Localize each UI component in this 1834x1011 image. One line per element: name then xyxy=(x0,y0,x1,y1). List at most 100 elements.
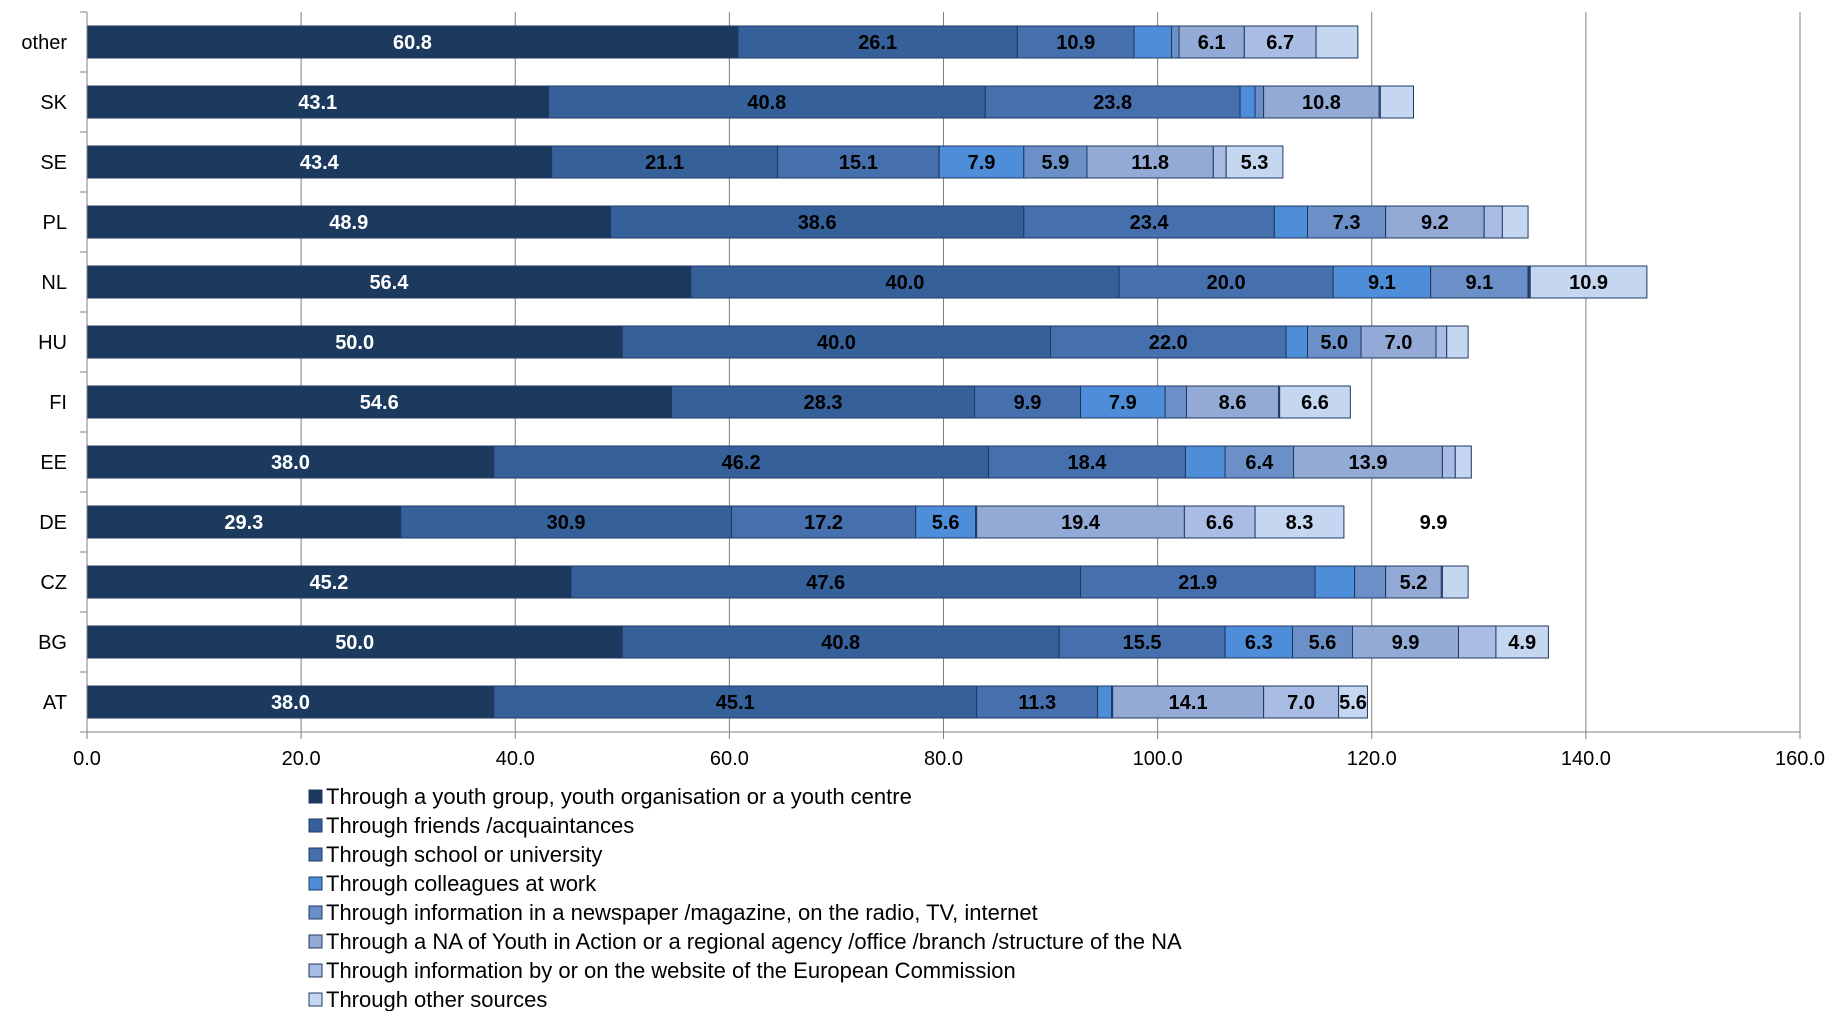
bar-segment xyxy=(1332,265,1432,299)
bar-segment xyxy=(86,145,553,179)
data-label: 9.9 xyxy=(1392,632,1420,654)
bar-segment xyxy=(86,325,623,359)
bar-segment xyxy=(1441,445,1456,479)
data-label: 23.4 xyxy=(1130,212,1170,234)
category-label: PL xyxy=(43,212,67,234)
bar-segment xyxy=(777,145,940,179)
bar-segment xyxy=(1285,325,1309,359)
data-label: 30.9 xyxy=(547,512,586,534)
legend-entry: Through a youth group, youth organisatio… xyxy=(326,784,912,809)
bar-segment xyxy=(1097,685,1113,719)
bar-segment xyxy=(1501,205,1529,239)
data-label: 10.8 xyxy=(1302,92,1341,114)
bar-segment xyxy=(86,565,572,599)
category-label: HU xyxy=(38,332,67,354)
bar-segment xyxy=(1338,685,1368,719)
data-label: 6.6 xyxy=(1206,512,1234,534)
category-label: AT xyxy=(43,692,67,714)
legend-entry: Through friends /acquaintances xyxy=(326,813,634,838)
bar-segment xyxy=(974,385,1082,419)
bar-segment xyxy=(1529,265,1648,299)
x-tick-label: 0.0 xyxy=(73,748,101,770)
data-label: 15.1 xyxy=(839,152,878,174)
bar-segment xyxy=(86,625,623,659)
data-label: 11.8 xyxy=(1131,152,1169,174)
bar-segment xyxy=(1379,85,1415,119)
bar-segment xyxy=(690,265,1120,299)
data-label: 50.0 xyxy=(335,632,374,654)
data-label: 10.9 xyxy=(1056,32,1095,54)
bar-segment xyxy=(1112,685,1265,719)
bar-segment xyxy=(1086,145,1214,179)
data-label: 40.8 xyxy=(821,632,860,654)
data-label: 6.6 xyxy=(1301,392,1329,414)
data-label: 45.1 xyxy=(716,692,755,714)
bar-segment xyxy=(1385,205,1485,239)
bar-segment xyxy=(1446,325,1469,359)
data-label: 8.3 xyxy=(1286,512,1314,534)
data-label: 9.2 xyxy=(1421,212,1449,234)
data-label: 40.8 xyxy=(747,92,786,114)
data-label: 6.1 xyxy=(1198,32,1226,54)
category-label: BG xyxy=(38,632,67,654)
legend-entry: Through school or university xyxy=(326,842,602,867)
legend-swatch xyxy=(308,905,323,920)
x-tick-label: 140.0 xyxy=(1561,748,1611,770)
category-label: SE xyxy=(40,152,67,174)
bar-segment xyxy=(1058,625,1226,659)
legend-entry: Through information by or on the website… xyxy=(326,958,1016,983)
category-label: other xyxy=(21,32,67,54)
data-label: 5.3 xyxy=(1241,152,1269,174)
bar-segment xyxy=(1225,145,1284,179)
data-label: 23.8 xyxy=(1093,92,1132,114)
data-label: 50.0 xyxy=(335,332,374,354)
bar-segment xyxy=(1239,85,1256,119)
bar-segment xyxy=(1314,565,1356,599)
bar-segment xyxy=(86,445,495,479)
data-label: 28.3 xyxy=(804,392,843,414)
legend-swatch xyxy=(308,847,323,862)
bar-segment xyxy=(86,205,612,239)
data-label: 38.0 xyxy=(271,692,310,714)
data-label: 21.1 xyxy=(645,152,684,174)
bar-segment xyxy=(1023,145,1088,179)
data-label: 7.9 xyxy=(1109,392,1137,414)
bar-segment xyxy=(551,145,779,179)
bar-segment xyxy=(1454,445,1472,479)
bar-segment xyxy=(1080,385,1166,419)
data-label: 11.3 xyxy=(1018,692,1056,714)
data-label: 5.2 xyxy=(1400,572,1428,594)
data-label: 9.1 xyxy=(1368,272,1396,294)
bar-segment xyxy=(86,385,673,419)
bar-segment xyxy=(1183,505,1256,539)
bar-segment xyxy=(1184,445,1226,479)
data-label: 6.4 xyxy=(1245,452,1274,474)
bar-segment xyxy=(984,85,1241,119)
data-label: 13.9 xyxy=(1349,452,1388,474)
grid-lines xyxy=(300,12,1801,732)
bar-segment xyxy=(1351,625,1459,659)
data-label: 43.4 xyxy=(300,152,340,174)
bar-segment xyxy=(938,145,1025,179)
bar-segment xyxy=(86,685,495,719)
bar-segment xyxy=(976,685,1099,719)
x-tick-label: 120.0 xyxy=(1347,748,1397,770)
data-label: 7.0 xyxy=(1385,332,1413,354)
data-label: 9.1 xyxy=(1465,272,1493,294)
data-label: 7.3 xyxy=(1333,212,1361,234)
data-label: 43.1 xyxy=(298,92,337,114)
data-label: 5.6 xyxy=(932,512,960,534)
category-label: EE xyxy=(40,452,67,474)
data-label: 38.0 xyxy=(271,452,310,474)
bar-segment xyxy=(570,565,1082,599)
bar-segment xyxy=(1118,265,1334,299)
bar-segment xyxy=(1080,565,1316,599)
x-tick-label: 20.0 xyxy=(282,748,321,770)
data-label: 5.6 xyxy=(1339,692,1367,714)
data-label: 22.0 xyxy=(1149,332,1188,354)
bar-segment xyxy=(1164,385,1188,419)
x-tick-label: 160.0 xyxy=(1775,748,1825,770)
bar-segment xyxy=(915,505,977,539)
bar-segment xyxy=(1263,85,1380,119)
legend-entry: Through other sources xyxy=(326,987,547,1011)
